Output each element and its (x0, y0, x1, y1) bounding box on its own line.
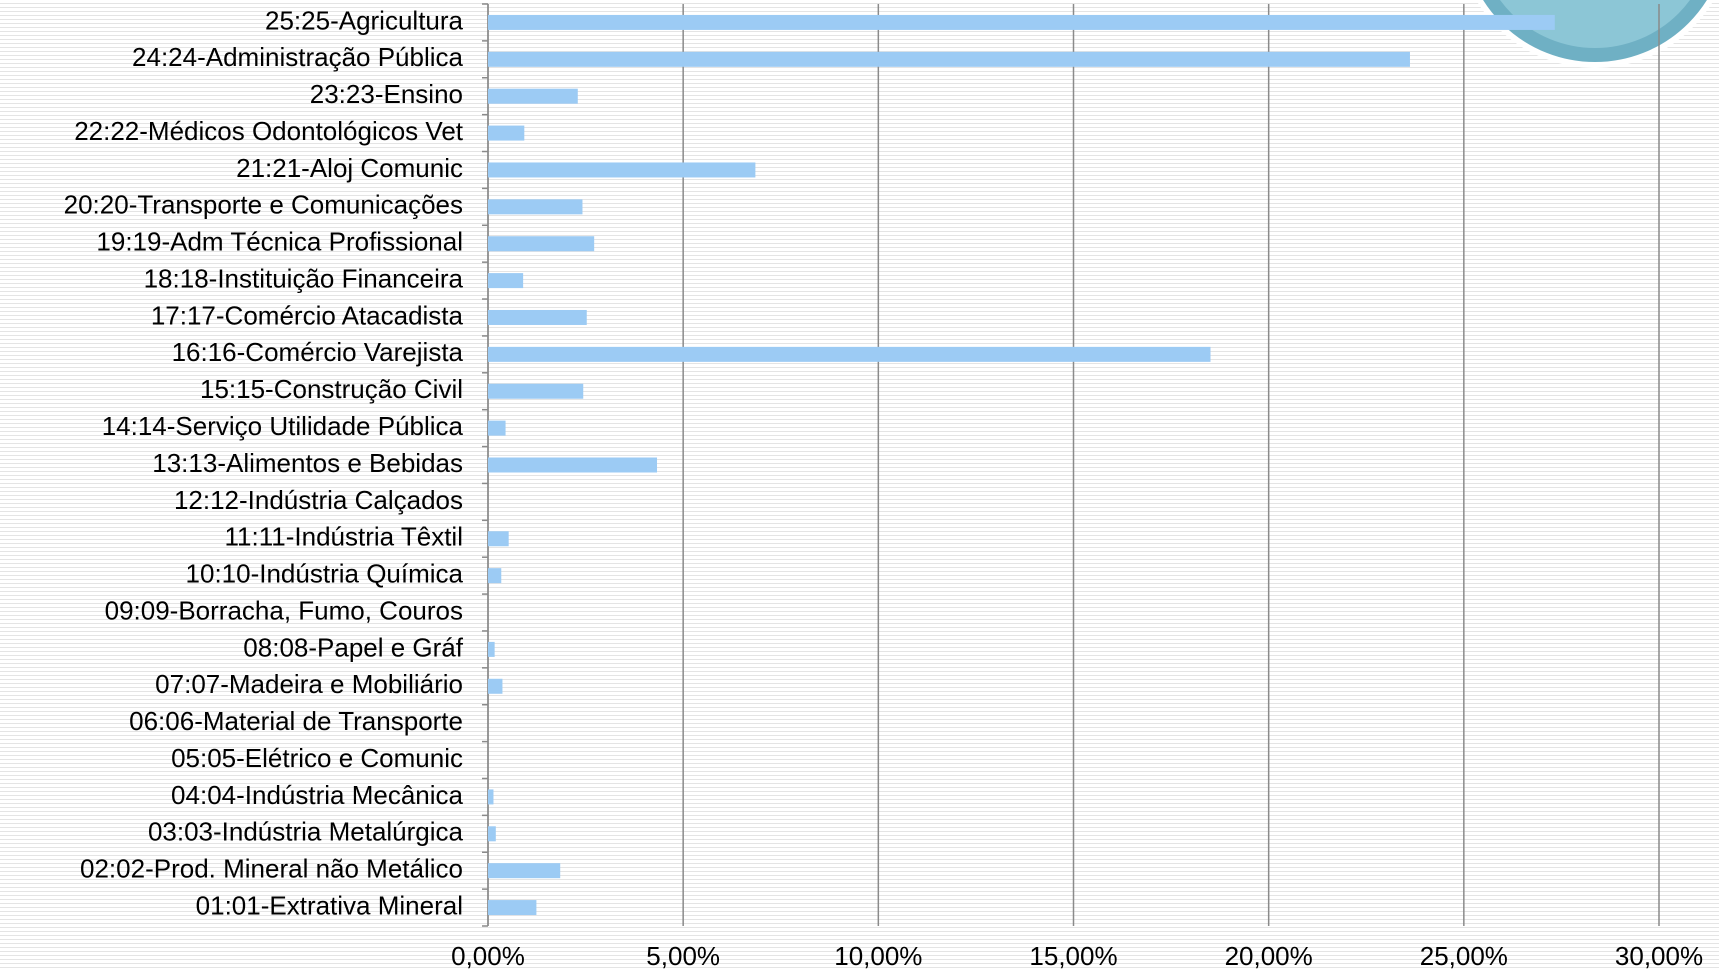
y-tick-label: 13:13-Alimentos e Bebidas (152, 448, 463, 478)
x-tick-label: 30,00% (1615, 941, 1703, 970)
bar (488, 568, 502, 584)
y-tick-label: 18:18-Instituição Financeira (144, 263, 464, 293)
y-tick-label: 17:17-Comércio Atacadista (151, 300, 464, 330)
bar (488, 14, 1555, 30)
y-tick-label: 05:05-Elétrico e Comunic (171, 743, 463, 773)
y-tick-label: 24:24-Administração Pública (132, 42, 463, 72)
bar (488, 789, 494, 805)
bar (488, 531, 509, 547)
y-tick-label: 10:10-Indústria Química (186, 559, 464, 589)
y-tick-label: 20:20-Transporte e Comunicações (64, 190, 463, 220)
y-tick-label: 14:14-Serviço Utilidade Pública (102, 411, 464, 441)
y-tick-label: 15:15-Construção Civil (200, 374, 463, 404)
y-tick-label: 07:07-Madeira e Mobiliário (155, 669, 463, 699)
bar (488, 51, 1410, 67)
bar (488, 383, 584, 399)
y-tick-label: 03:03-Indústria Metalúrgica (148, 817, 464, 847)
bar (488, 236, 595, 252)
y-tick-label: 06:06-Material de Transporte (129, 706, 463, 736)
y-tick-label: 02:02-Prod. Mineral não Metálico (80, 854, 463, 884)
y-tick-label: 04:04-Indústria Mecânica (171, 780, 463, 810)
y-tick-label: 22:22-Médicos Odontológicos Vet (74, 116, 464, 146)
decoration (1500, 0, 1690, 48)
bar (488, 309, 587, 325)
x-tick-label: 15,00% (1029, 941, 1117, 970)
x-tick-label: 0,00% (451, 941, 525, 970)
y-tick-label: 08:08-Papel e Gráf (243, 632, 463, 662)
y-tick-label: 19:19-Adm Técnica Profissional (96, 227, 463, 257)
x-tick-label: 5,00% (646, 941, 720, 970)
bar (488, 162, 756, 178)
bar (488, 125, 525, 141)
y-tick-label: 23:23-Ensino (310, 79, 463, 109)
bar (488, 641, 495, 657)
bar (488, 273, 524, 289)
bar (488, 199, 583, 215)
bar (488, 678, 503, 694)
bar (488, 457, 658, 473)
y-tick-label: 16:16-Comércio Varejista (172, 337, 464, 367)
x-tick-label: 10,00% (834, 941, 922, 970)
bar (488, 346, 1211, 362)
bar (488, 826, 496, 842)
x-tick-label: 20,00% (1225, 941, 1313, 970)
y-tick-label: 12:12-Indústria Calçados (174, 485, 463, 515)
bar (488, 420, 506, 436)
y-tick-label: 25:25-Agricultura (265, 5, 464, 35)
bar (488, 863, 561, 879)
y-tick-label: 11:11-Indústria Têxtil (225, 522, 463, 552)
x-tick-label: 25,00% (1420, 941, 1508, 970)
y-tick-label: 01:01-Extrativa Mineral (196, 890, 463, 920)
y-tick-label: 09:09-Borracha, Fumo, Couros (105, 595, 463, 625)
bar (488, 88, 578, 104)
bar (488, 900, 537, 916)
y-tick-label: 21:21-Aloj Comunic (236, 153, 463, 183)
